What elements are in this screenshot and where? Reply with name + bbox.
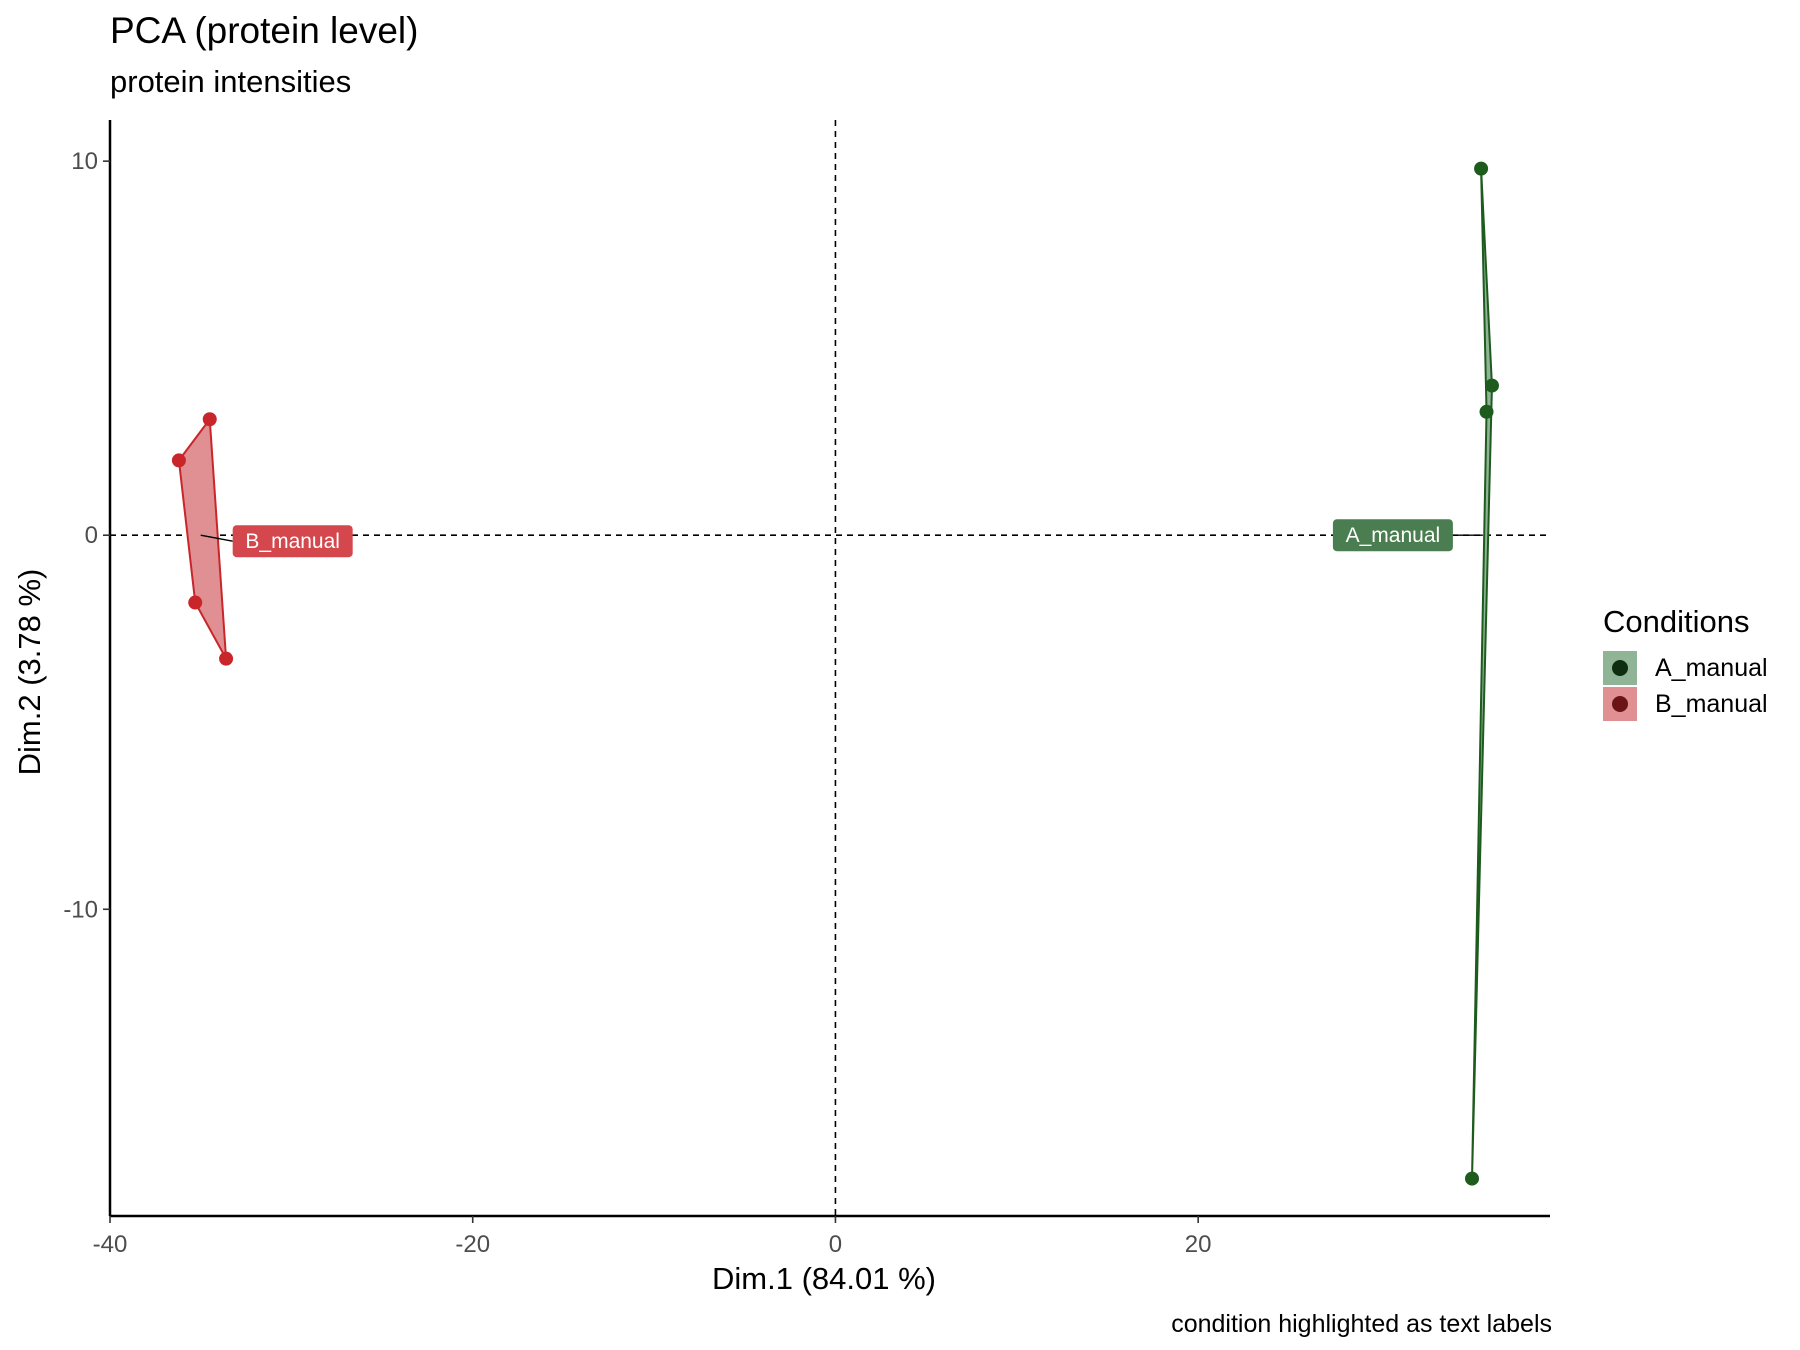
y-axis-label: Dim.2 (3.78 %) [12, 568, 47, 776]
label-text-b-manual: B_manual [245, 530, 340, 553]
x-tick-label: -40 [93, 1231, 128, 1258]
x-tick-label: -20 [455, 1231, 490, 1258]
y-tick-label: 0 [85, 522, 98, 549]
legend-title: Conditions [1603, 604, 1750, 639]
point-a-manual-1 [1474, 161, 1489, 176]
legend-label-b-manual: B_manual [1655, 689, 1768, 718]
y-tick-label: 10 [71, 148, 98, 175]
hull-a-manual [1471, 168, 1493, 1179]
point-b-manual-4 [219, 651, 234, 666]
x-tick-label: 0 [829, 1231, 842, 1258]
label-box-b-manual [232, 525, 353, 558]
x-axis-label: Dim.1 (84.01 %) [712, 1261, 936, 1296]
point-a-manual-2 [1484, 378, 1499, 393]
legend-item-b-manual: B_manual [1603, 686, 1768, 722]
point-a-manual-4 [1465, 1171, 1480, 1186]
point-b-manual-3 [188, 595, 203, 610]
label-text-a-manual: A_manual [1346, 524, 1441, 547]
legend-key-b-manual [1603, 687, 1637, 721]
x-tick-label: 20 [1185, 1231, 1212, 1258]
point-a-manual-3 [1479, 404, 1494, 419]
y-tick-label: -10 [63, 896, 98, 923]
label-box-a-manual [1332, 519, 1453, 552]
point-b-manual-2 [202, 412, 217, 427]
legend: Conditions A_manual B_manual [1603, 604, 1768, 722]
chart-caption: condition highlighted as text labels [1171, 1310, 1552, 1338]
legend-item-a-manual: A_manual [1603, 650, 1768, 686]
label-leader-b-manual [200, 534, 233, 542]
chart-subtitle: protein intensities [110, 64, 352, 99]
legend-key-a-manual [1603, 651, 1637, 685]
legend-label-a-manual: A_manual [1655, 653, 1768, 682]
chart-title: PCA (protein level) [110, 10, 419, 51]
point-b-manual-1 [171, 453, 186, 468]
